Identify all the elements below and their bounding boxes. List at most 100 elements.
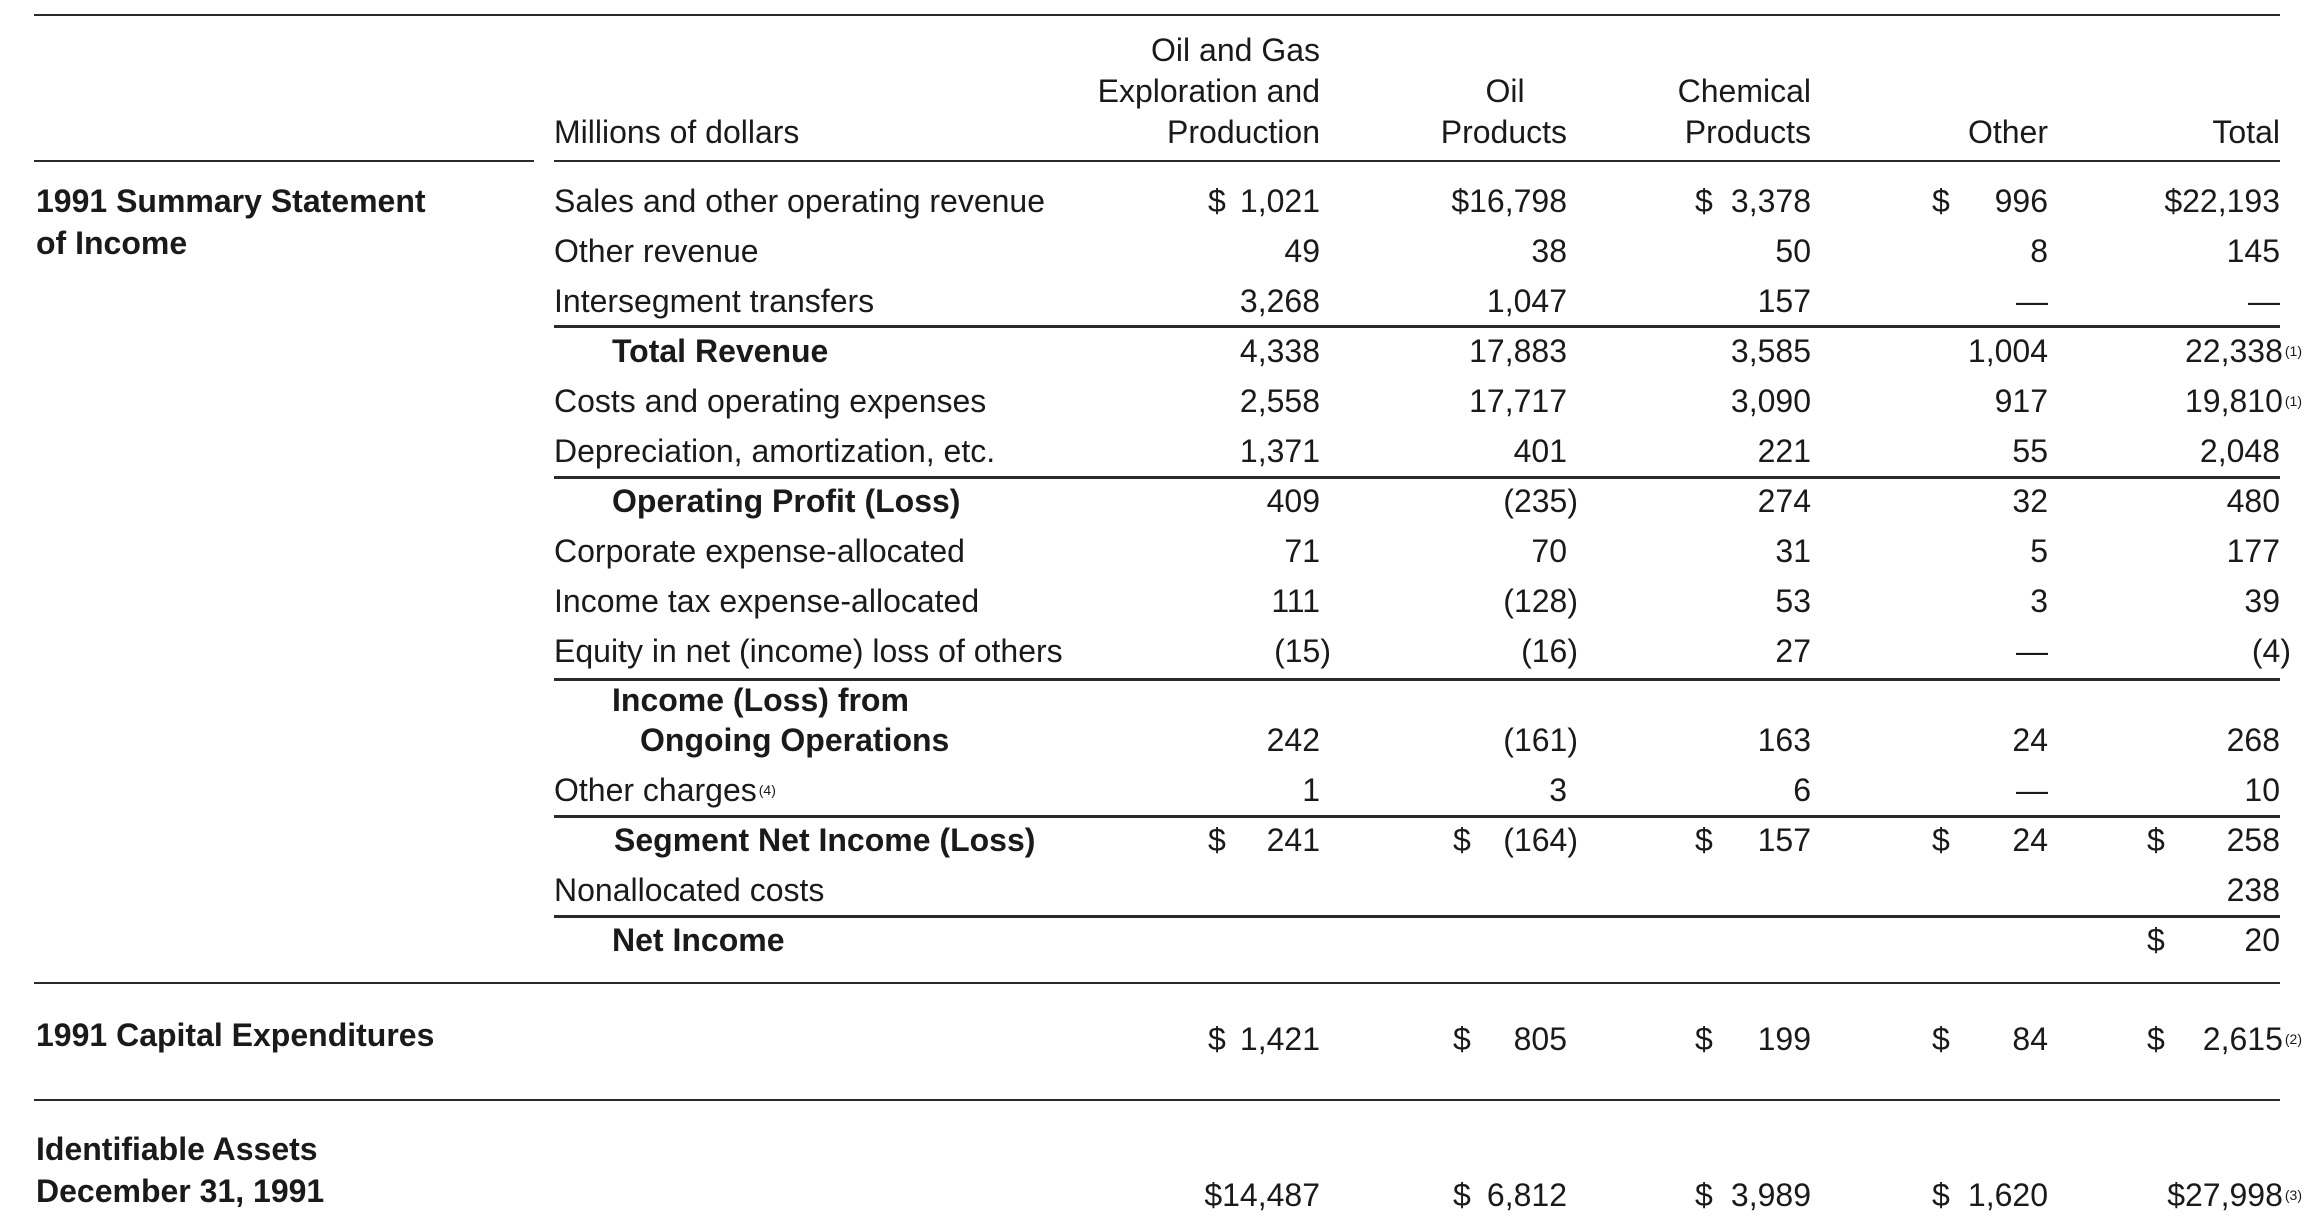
capex-dollar-sign-other: $: [1932, 1021, 1950, 1057]
section-label-income-line1: 1991 Summary Statement: [36, 183, 426, 219]
cell-total: 268: [2226, 722, 2280, 758]
cell-ogep: 3,268: [1239, 283, 1320, 319]
row-label: Depreciation, amortization, etc.: [554, 433, 996, 469]
row-label: Nonallocated costs: [554, 872, 825, 908]
cell-total: (4): [2251, 633, 2291, 669]
cell-oil: 17,717: [1469, 383, 1567, 419]
col-header-ogep-line3: Production: [1167, 114, 1320, 150]
assets-cell-total: $27,998 (3): [2167, 1176, 2302, 1220]
cell-total: 19,810 (1): [2185, 382, 2302, 426]
row-label: Segment Net Income (Loss): [614, 822, 1036, 858]
capex-dollar-sign-oil: $: [1453, 1021, 1471, 1057]
cell-oil: 1,047: [1486, 283, 1567, 319]
row-label: Sales and other operating revenue: [554, 183, 1046, 219]
footnote-marker: (3): [2284, 1187, 2302, 1203]
cell-oil: 17,883: [1469, 333, 1567, 369]
cell-total: 2,048: [2199, 433, 2280, 469]
section-label-assets-line2: December 31, 1991: [36, 1173, 325, 1209]
cell-chem: 221: [1757, 433, 1811, 469]
row-label: Corporate expense-allocated: [554, 533, 965, 569]
cell-oil: (128): [1503, 583, 1578, 619]
row-label: Net Income: [612, 922, 785, 958]
cell-other: 24: [2012, 722, 2048, 758]
cell-total: 177: [2226, 533, 2280, 569]
cell-ogep: 241: [1266, 822, 1320, 858]
footnote-marker: (1): [2284, 393, 2302, 409]
dollar-sign-oil: $: [1453, 822, 1471, 858]
cell-ogep: 111: [1271, 583, 1320, 619]
dollar-sign-total: $: [2147, 822, 2165, 858]
cell-chem: 3,090: [1730, 383, 1811, 419]
cell-chem: 3,378: [1730, 183, 1811, 219]
cell-chem: 157: [1757, 822, 1811, 858]
cell-other: —: [2016, 283, 2048, 319]
col-header-total: Total: [2212, 114, 2280, 150]
cell-oil: 70: [1531, 533, 1567, 569]
cell-oil: 38: [1531, 233, 1567, 269]
cell-oil: (16): [1521, 633, 1578, 669]
row-label: Costs and operating expenses: [554, 383, 987, 419]
dollar-sign-chem: $: [1695, 183, 1713, 219]
segment-net-income-rule: [554, 815, 2280, 818]
cell-ogep: (15): [1274, 633, 1331, 669]
assets-cell-chem: 3,989: [1730, 1177, 1811, 1213]
assets-cell-other: 1,620: [1967, 1177, 2048, 1213]
cell-other: 1,004: [1967, 333, 2048, 369]
cell-oil: 401: [1513, 433, 1567, 469]
cell-ogep: 242: [1266, 722, 1320, 758]
cell-oil: (235): [1503, 483, 1578, 519]
footnote-marker: (4): [758, 782, 776, 798]
cell-total: 480: [2226, 483, 2280, 519]
cell-total: 10: [2244, 772, 2280, 808]
row-label: Operating Profit (Loss): [612, 483, 961, 519]
cell-ogep: 2,558: [1239, 383, 1320, 419]
cell-other: 5: [2030, 533, 2048, 569]
cell-other: 32: [2012, 483, 2048, 519]
dollar-sign-other: $: [1932, 183, 1950, 219]
cell-other: 996: [1994, 183, 2048, 219]
dollar-sign-other: $: [1932, 822, 1950, 858]
cell-chem: 27: [1775, 633, 1811, 669]
cell-other: 55: [2012, 433, 2048, 469]
dollar-sign-ogep: $: [1208, 183, 1226, 219]
cell-oil: (164): [1503, 822, 1578, 858]
cell-other: —: [2016, 633, 2048, 669]
row-label-line2: Ongoing Operations: [640, 722, 950, 758]
cell-chem: 157: [1757, 283, 1811, 319]
col-header-chem-line1: Chemical: [1677, 73, 1811, 109]
total-revenue-rule: [554, 325, 2280, 328]
row-label: Total Revenue: [612, 333, 829, 369]
section-label-capex: 1991 Capital Expenditures: [36, 1017, 435, 1053]
cell-ogep: 1,371: [1239, 433, 1320, 469]
col-header-ogep-line2: Exploration and: [1097, 73, 1320, 109]
cell-ogep: 1: [1302, 772, 1320, 808]
cell-ogep: 1,021: [1239, 183, 1320, 219]
cell-other: 8: [2030, 233, 2048, 269]
cell-chem: 53: [1775, 583, 1811, 619]
capex-cell-other: 84: [2012, 1021, 2048, 1057]
units-label: Millions of dollars: [554, 114, 800, 150]
cell-value: 2,615: [2202, 1021, 2283, 1057]
row-label: Income tax expense-allocated: [554, 583, 980, 619]
capex-cell-total: 2,615 (2): [2203, 1020, 2302, 1064]
capex-cell-chem: 199: [1757, 1021, 1811, 1057]
cell-chem: 3,585: [1730, 333, 1811, 369]
dollar-sign-total: $: [2147, 922, 2165, 958]
cell-total: 39: [2244, 583, 2280, 619]
capex-cell-oil: 805: [1513, 1021, 1567, 1057]
footnote-marker: (2): [2284, 1031, 2302, 1047]
capex-dollar-sign-ogep: $: [1208, 1021, 1226, 1057]
row-label-line1: Income (Loss) from: [612, 682, 909, 718]
cell-total: 145: [2226, 233, 2280, 269]
dollar-sign-chem: $: [1695, 822, 1713, 858]
cell-value: 19,810: [2185, 383, 2283, 419]
net-income-rule: [554, 915, 2280, 918]
ongoing-operations-rule: [554, 678, 2280, 681]
assets-cell-oil: 6,812: [1486, 1177, 1567, 1213]
cell-oil: $16,798: [1451, 183, 1567, 219]
cell-other: 917: [1994, 383, 2048, 419]
cell-other: 24: [2012, 822, 2048, 858]
capex-cell-ogep: 1,421: [1239, 1021, 1320, 1057]
section-label-income-line2: of Income: [36, 225, 188, 261]
